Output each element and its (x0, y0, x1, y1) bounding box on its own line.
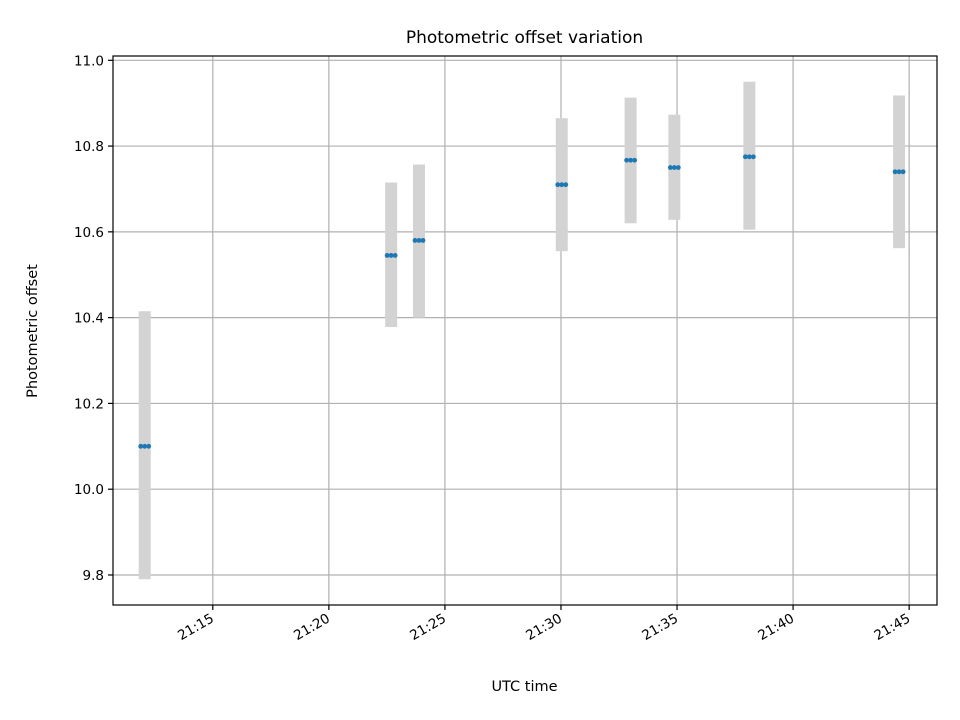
data-point (384, 253, 398, 258)
x-axis-title: UTC time (491, 679, 557, 695)
chart-title: Photometric offset variation (406, 28, 643, 48)
data-markers (138, 154, 906, 449)
data-point (412, 238, 426, 243)
y-tick-label: 10.2 (74, 396, 104, 412)
data-point (667, 165, 681, 170)
data-point (892, 169, 906, 175)
y-tick-label: 9.8 (83, 568, 104, 584)
plot-frame (112, 55, 938, 606)
y-tick-label: 10.0 (74, 482, 104, 498)
y-axis-ticks: 9.8 10.0 10.2 10.4 10.6 10.8 11.0 (74, 53, 113, 584)
grid (113, 56, 937, 605)
y-tick-label: 10.6 (74, 225, 104, 241)
data-point (742, 154, 756, 160)
y-tick-label: 11.0 (74, 53, 104, 69)
data-point (138, 443, 152, 449)
data-point (555, 182, 569, 188)
y-tick-label: 10.8 (74, 139, 104, 155)
y-tick-label: 10.4 (74, 311, 104, 327)
data-point (624, 157, 638, 163)
y-axis-title: Photometric offset (25, 264, 41, 398)
